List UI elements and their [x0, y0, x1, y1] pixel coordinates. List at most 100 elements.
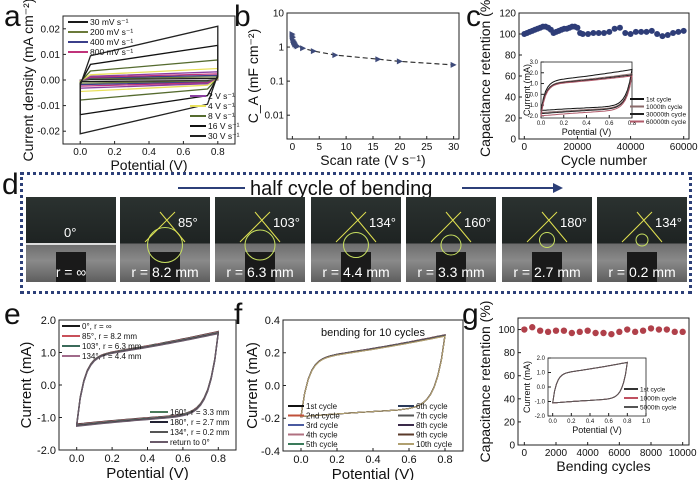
x-tick-label: 4000 — [577, 448, 600, 459]
clamp-gap — [56, 252, 86, 282]
x-tick-label: 40000 — [617, 142, 645, 153]
y-tick-label: -2.0 — [528, 114, 539, 120]
bend-angle-label: 134° — [369, 215, 396, 230]
bend-circle — [440, 234, 462, 256]
y-tick-label: 0.0 — [530, 92, 539, 98]
legend-e-top-label: 134°, r = 4.4 mm — [82, 352, 142, 361]
data-point — [659, 33, 666, 40]
y-tick-label: 1.0 — [537, 371, 546, 377]
legend-f-left-label: 4th cycle — [306, 430, 338, 439]
data-point — [536, 327, 544, 334]
y-tick-label: 80 — [505, 51, 517, 62]
inset-cv-curve — [540, 75, 633, 117]
y-axis-label: Current (mA) — [244, 342, 261, 429]
x-tick-label: 0.0 — [73, 147, 87, 158]
y-tick-label: -0.2 — [261, 413, 280, 425]
angle-line — [144, 211, 176, 243]
y-tick-label: 0.01 — [265, 111, 285, 122]
data-point — [670, 29, 677, 36]
data-point — [310, 48, 317, 55]
bending-photo: 103° r = 6.3 mm — [215, 197, 305, 282]
bending-photo: 160° r = 3.3 mm — [406, 197, 496, 282]
clamp-gap — [532, 252, 562, 282]
y-tick-label: 0.02 — [41, 24, 61, 35]
y-tick-label: 1.0 — [530, 82, 539, 88]
bend-overlay — [526, 211, 568, 248]
y-tick-label: 120 — [499, 9, 516, 20]
legend-g-label: 1st cycle — [640, 386, 666, 393]
y-tick-label: 2.0 — [530, 71, 539, 77]
y-tick-label: 1.0 — [41, 347, 56, 359]
bend-angle-label: 85° — [178, 215, 198, 230]
legend-f-left-label: 5th cycle — [306, 440, 338, 449]
panel-label-d: d — [2, 168, 19, 201]
cv-curve — [79, 25, 219, 135]
panel-label-e: e — [4, 298, 21, 331]
x-tick-label: 0.6 — [401, 454, 416, 466]
angle-line — [621, 211, 653, 243]
legend-a-bottom-label: 16 V s⁻¹ — [208, 121, 240, 131]
data-point — [521, 326, 528, 333]
x-axis-label: Potential (V) — [572, 425, 622, 435]
y-tick-label: 0.4 — [265, 315, 280, 327]
data-point — [529, 324, 536, 331]
y-axis-label: Capacitance retention (%) — [477, 0, 493, 157]
data-point — [601, 29, 607, 36]
x-tick-label: 0.4 — [140, 453, 155, 465]
bend-radius-label: r = 8.2 mm — [131, 264, 199, 280]
data-point — [616, 328, 623, 336]
y-axis-label: Capacitance retention (%) — [477, 301, 493, 463]
y-tick-label: 40 — [504, 394, 516, 405]
data-point — [576, 328, 583, 336]
bending-photo-frame — [20, 172, 692, 294]
legend-g-label: 5000th cycle — [640, 404, 677, 411]
bend-overlay — [335, 211, 377, 258]
data-point — [679, 328, 686, 336]
angle-line — [526, 211, 558, 243]
data-point — [632, 28, 639, 35]
angle-line — [445, 211, 472, 243]
x-tick-label: 0.8 — [437, 454, 452, 466]
data-point — [671, 328, 678, 336]
data-point — [579, 31, 586, 37]
bending-photo: 0° r = ∞ — [26, 197, 116, 282]
bend-overlay — [239, 211, 281, 261]
angle-line — [254, 211, 281, 243]
bending-photo: 85° r = 8.2 mm — [120, 197, 210, 282]
bending-photo: 134° r = 4.4 mm — [311, 197, 401, 282]
data-point — [648, 27, 655, 34]
x-tick-label: 0.4 — [142, 147, 156, 158]
bend-angle-label: 180° — [560, 215, 587, 230]
data-point — [647, 325, 655, 332]
y-tick-label: 0.1 — [270, 77, 284, 88]
x-tick-label: 0.8 — [628, 121, 637, 127]
y-tick-label: -0.01 — [37, 101, 60, 112]
bend-angle-label: 160° — [464, 215, 491, 230]
x-tick-label: 0.0 — [69, 453, 84, 465]
x-tick-label: 0.2 — [560, 121, 569, 127]
legend-e-bottom-label: 134°, r = 0.2 mm — [170, 428, 230, 437]
legend-f-right-label: 7th cycle — [416, 411, 448, 420]
data-point — [568, 329, 576, 337]
x-tick-label: 60000 — [670, 142, 698, 153]
legend-a-top-label: 800 mV s⁻¹ — [90, 47, 133, 57]
data-point — [294, 43, 301, 50]
x-tick-label: 10 — [341, 142, 353, 153]
legend-g-label: 1000th cycle — [640, 395, 677, 402]
data-point — [600, 329, 607, 337]
x-axis-label: Potential (V) — [332, 466, 415, 480]
data-point — [611, 25, 618, 32]
x-tick-label: 0 — [522, 448, 528, 459]
y-axis-label: Current (mA) — [522, 64, 532, 116]
x-tick-label: 0.2 — [567, 419, 576, 425]
clamp-gap — [436, 252, 466, 282]
y-tick-label: -0.02 — [37, 127, 60, 138]
x-tick-label: 20000 — [564, 142, 592, 153]
bend-circle — [244, 229, 276, 261]
cv-curve — [300, 335, 446, 418]
angle-line — [350, 211, 377, 243]
data-point — [654, 31, 661, 37]
angle-line — [636, 211, 663, 243]
y-tick-label: 20 — [504, 417, 516, 428]
data-point — [624, 326, 631, 333]
